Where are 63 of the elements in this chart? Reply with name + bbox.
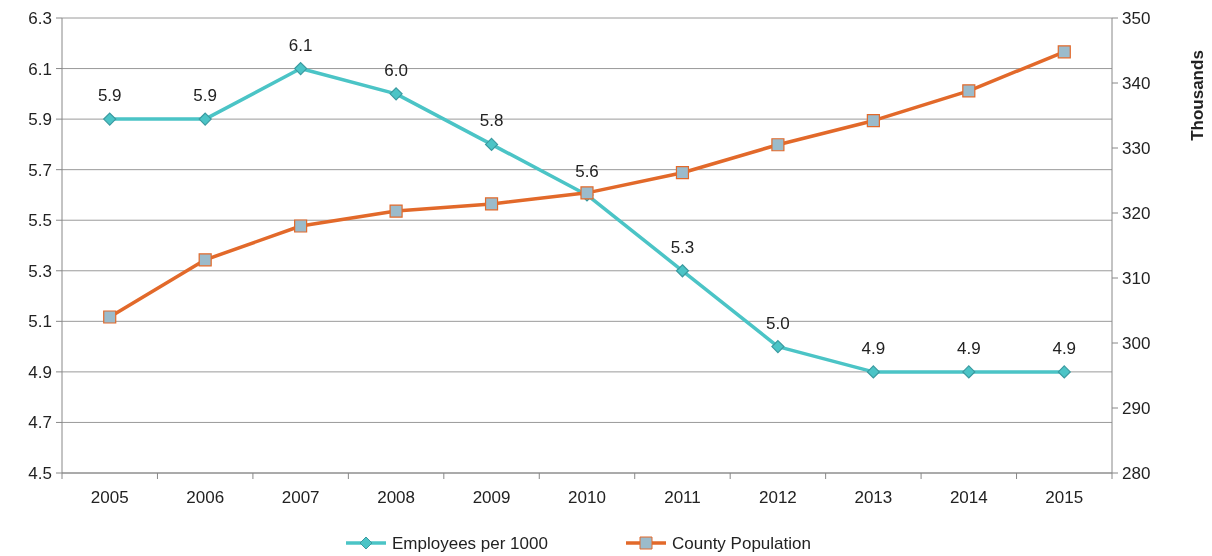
- point: [294, 219, 308, 233]
- y-tick-label: 4.7: [28, 413, 52, 433]
- data-label: 5.6: [575, 161, 599, 181]
- legend-label: County Population: [672, 533, 811, 553]
- x-tick-label: 2007: [281, 488, 320, 507]
- point: [103, 112, 117, 126]
- x-tick-label: 2012: [759, 488, 797, 507]
- data-label: 5.0: [766, 313, 790, 333]
- point: [484, 197, 499, 211]
- x-tick-label: 2009: [472, 488, 511, 507]
- data-label: 6.0: [384, 60, 408, 80]
- y2-tick-label: 310: [1122, 268, 1151, 288]
- y2-tick-label: 350: [1122, 8, 1151, 28]
- point: [198, 253, 212, 267]
- y2-axis-title: Thousands: [1188, 50, 1207, 141]
- data-label: 5.9: [193, 86, 217, 106]
- x-tick-label: 2011: [664, 488, 701, 507]
- point: [103, 310, 117, 324]
- x-tick-label: 2015: [1045, 488, 1084, 507]
- y2-tick-label: 300: [1122, 333, 1151, 353]
- point: [389, 87, 403, 101]
- y-tick-label: 4.5: [28, 463, 52, 483]
- x-tick-label: 2008: [377, 488, 415, 507]
- y2-tick-label: 290: [1122, 398, 1151, 418]
- data-label: 4.9: [957, 338, 981, 358]
- y-tick-label: 5.7: [28, 160, 52, 180]
- y-tick-label: 6.3: [28, 8, 52, 28]
- data-label: 4.9: [1052, 338, 1077, 358]
- y-tick-label: 5.5: [28, 211, 52, 231]
- y2-tick-label: 320: [1122, 203, 1151, 223]
- y-tick-label: 6.1: [28, 59, 52, 79]
- point: [771, 340, 785, 354]
- data-label: 5.9: [97, 86, 122, 106]
- point: [866, 365, 880, 379]
- y2-tick-label: 330: [1122, 138, 1151, 158]
- point: [1057, 365, 1071, 379]
- point: [675, 264, 690, 278]
- x-tick-label: 2010: [568, 488, 606, 507]
- data-label: 4.9: [861, 338, 886, 358]
- point: [484, 137, 499, 151]
- point: [1057, 45, 1071, 59]
- point: [389, 204, 403, 218]
- y-tick-label: 4.9: [28, 362, 52, 382]
- point: [962, 84, 976, 98]
- point: [962, 365, 976, 379]
- x-tick-label: 2005: [90, 488, 129, 507]
- data-label: 5.8: [479, 111, 504, 131]
- data-label: 6.1: [288, 35, 313, 55]
- point: [294, 61, 308, 76]
- point: [771, 138, 785, 152]
- point: [198, 112, 212, 126]
- data-label: 5.3: [670, 237, 695, 257]
- y-tick-label: 5.1: [28, 312, 52, 332]
- legend-label: Employees per 1000: [392, 533, 548, 553]
- x-tick-label: 2013: [854, 488, 893, 507]
- x-tick-label: 2006: [186, 488, 225, 507]
- y-tick-label: 5.9: [28, 110, 52, 130]
- x-tick-label: 2014: [949, 488, 988, 507]
- y2-tick-label: 340: [1122, 73, 1151, 93]
- y2-tick-label: 280: [1122, 463, 1151, 483]
- point: [675, 166, 690, 180]
- point: [866, 114, 880, 128]
- y-tick-label: 5.3: [28, 261, 52, 281]
